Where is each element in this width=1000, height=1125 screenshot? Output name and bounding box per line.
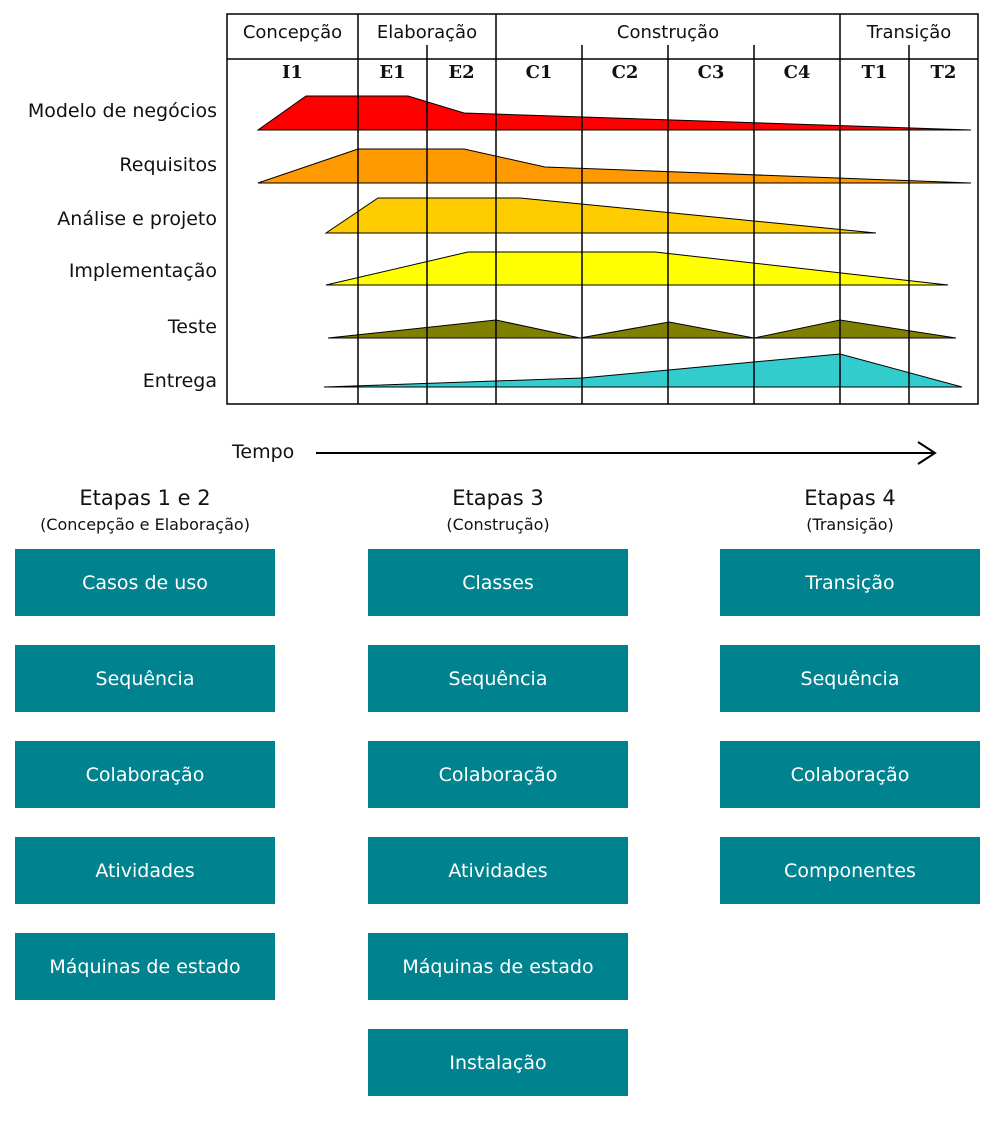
time-arrow-head [917,441,937,465]
workflow-shape-4 [325,251,949,286]
phase-label: Concepção [243,22,342,43]
stage-2-title: Etapas 3 [452,486,544,510]
stage-3-item: Componentes [720,837,980,904]
workflow-shape-3 [324,197,877,234]
stage-3-list: Transição Sequência Colaboração Componentes [720,549,980,933]
stage-2-item: Instalação [368,1029,628,1096]
workflow-shape-1 [256,95,972,131]
grid-border [226,13,979,405]
phase-label: Elaboração [377,22,477,43]
stage-2-subtitle: (Construção) [446,515,550,534]
iteration-label: I1 [282,62,303,83]
stage-3-subtitle: (Transição) [806,515,894,534]
iteration-label: C3 [698,62,725,83]
stage-2: Etapas 3 (Construção) [368,0,628,537]
iteration-label: T1 [862,62,888,83]
stage-2-item: Atividades [368,837,628,904]
workflow-shape-2 [257,148,972,184]
stage-3-item: Sequência [720,645,980,712]
iteration-label: T2 [931,62,957,83]
stage-3-title: Etapas 4 [804,486,896,510]
time-label: Tempo [231,441,294,463]
iteration-label: C1 [526,62,553,83]
iteration-label: C4 [784,62,811,83]
stage-1: Etapas 1 e 2 (Concepção e Elaboração) [15,0,275,537]
discipline-label: Implementação [69,260,217,282]
stage-2-item: Sequência [368,645,628,712]
stage-2-item: Colaboração [368,741,628,808]
iteration-label: C2 [612,62,639,83]
discipline-label: Entrega [143,370,217,392]
discipline-label: Análise e projeto [57,208,217,230]
stage-2-item: Classes [368,549,628,616]
discipline-label: Teste [167,316,217,338]
iteration-label: E1 [379,62,405,83]
workflow-shape-5 [327,319,957,339]
stage-1-item: Colaboração [15,741,275,808]
rup-diagram: Concepção Elaboração Construção Transição I1… [28,13,979,465]
phase-label: Transição [866,22,952,43]
stage-1-item: Sequência [15,645,275,712]
stage-1-item: Máquinas de estado [15,933,275,1000]
stage-3-item: Colaboração [720,741,980,808]
stage-1-title: Etapas 1 e 2 [79,486,211,510]
stage-3: Etapas 4 (Transição) [720,0,980,537]
stage-1-list: Casos de uso Sequência Colaboração Atividad… [15,549,275,1029]
stage-3-item: Transição [720,549,980,616]
iteration-label: E2 [448,62,474,83]
stage-1-subtitle: (Concepção e Elaboração) [40,515,250,534]
stage-2-list: Classes Sequência Colaboração Atividades Máq… [368,549,628,1125]
stage-1-item: Casos de uso [15,549,275,616]
discipline-label: Modelo de negócios [28,100,217,122]
phase-label: Construção [617,22,719,43]
stage-1-item: Atividades [15,837,275,904]
stage-2-item: Máquinas de estado [368,933,628,1000]
discipline-label: Requisitos [119,154,217,176]
